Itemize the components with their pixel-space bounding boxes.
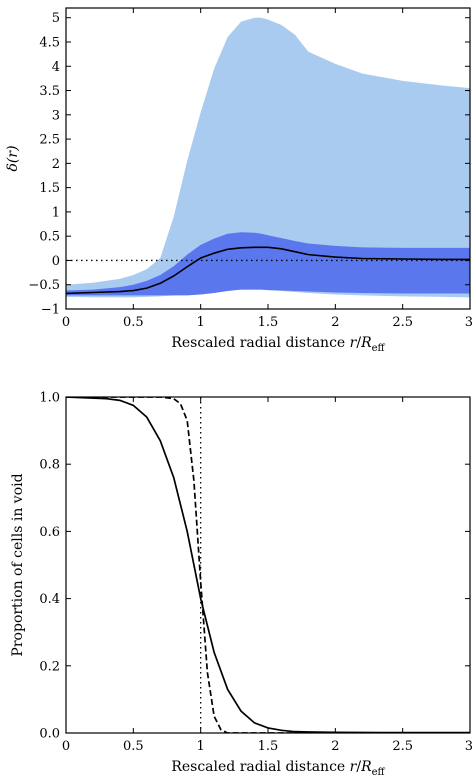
- x-tick-label: 0: [62, 739, 70, 754]
- x-tick-label: 0.5: [123, 739, 144, 754]
- x-axis-label: Rescaled radial distance r/Reff: [171, 335, 385, 354]
- x-tick-label: 2: [331, 315, 339, 330]
- x-axis-label-part: r: [350, 335, 358, 351]
- void-membership-panel: 0 0.5 1 1.5 2 2.5 3 0.0 0.2 0.4 0.6 0.8 1.0 Rescaled …: [10, 391, 473, 779]
- dashed-membership-curve: [66, 397, 470, 733]
- plot-frame: [65, 396, 471, 734]
- x-axis-label-part: Rescaled radial distance: [171, 759, 349, 775]
- y-tick-label: 4: [52, 60, 60, 75]
- y-tick-label: 5: [52, 11, 60, 26]
- x-tick-label: 1: [197, 739, 205, 754]
- x-axis-label-part: R: [360, 335, 372, 351]
- x-tick-label: 3: [465, 739, 473, 754]
- y-tick-label: 0.8: [39, 458, 60, 473]
- plot-area: [66, 397, 470, 733]
- y-tick-label: 2: [52, 157, 60, 172]
- outer-percentile-band: [66, 17, 470, 298]
- x-tick-label: 2.5: [392, 739, 413, 754]
- solid-membership-curve: [66, 397, 470, 733]
- x-tick-label: 2.5: [392, 315, 413, 330]
- y-axis-label: δ(r): [5, 145, 21, 171]
- x-axis-label-part: /: [356, 335, 361, 351]
- x-axis-label-part: R: [360, 759, 372, 775]
- y-tick-label: 0.2: [39, 659, 60, 674]
- y-tick-label: 1: [52, 205, 60, 220]
- x-tick-label: 1.5: [258, 739, 279, 754]
- y-tick-label: 0.6: [39, 525, 60, 540]
- x-tick-label: 0: [62, 315, 70, 330]
- median-profile-line: [66, 246, 470, 295]
- y-tick-label: 0.5: [39, 230, 60, 245]
- x-axis-label-part: eff: [372, 767, 386, 775]
- y-tick-label: −0.5: [28, 278, 60, 293]
- density-profile-panel: 0 0.5 1 1.5 2 2.5 3 −1 −0.5 0 0.5 1 1.5 2 2.5 3 3.5 4 4.5 5…: [5, 7, 473, 354]
- x-tick-label: 1.5: [258, 315, 279, 330]
- y-tick-label: 2.5: [39, 133, 60, 148]
- y-tick-label: −1: [41, 303, 60, 318]
- y-tick-label: 1.0: [39, 391, 60, 406]
- y-tick-label: 0.0: [39, 727, 60, 742]
- x-axis-label: Rescaled radial distance r/Reff: [171, 759, 385, 775]
- x-axis-label-part: r: [350, 759, 358, 775]
- x-axis-label-part: Rescaled radial distance: [171, 335, 349, 351]
- plot-area: [66, 17, 470, 298]
- x-axis-label-part: /: [356, 759, 361, 775]
- y-tick-label: 0: [52, 254, 60, 269]
- x-tick-label: 1: [197, 315, 205, 330]
- x-axis-label-part: eff: [372, 343, 386, 354]
- y-tick-label: 3: [52, 108, 60, 123]
- x-tick-label: 2: [331, 739, 339, 754]
- y-tick-label: 3.5: [39, 84, 60, 99]
- x-tick-label: 3: [465, 315, 473, 330]
- y-tick-label: 4.5: [39, 35, 60, 50]
- y-tick-label: 0.4: [39, 592, 60, 607]
- y-tick-label: 1.5: [39, 181, 60, 196]
- y-axis-label: Proportion of cells in void: [10, 473, 26, 656]
- x-tick-label: 0.5: [123, 315, 144, 330]
